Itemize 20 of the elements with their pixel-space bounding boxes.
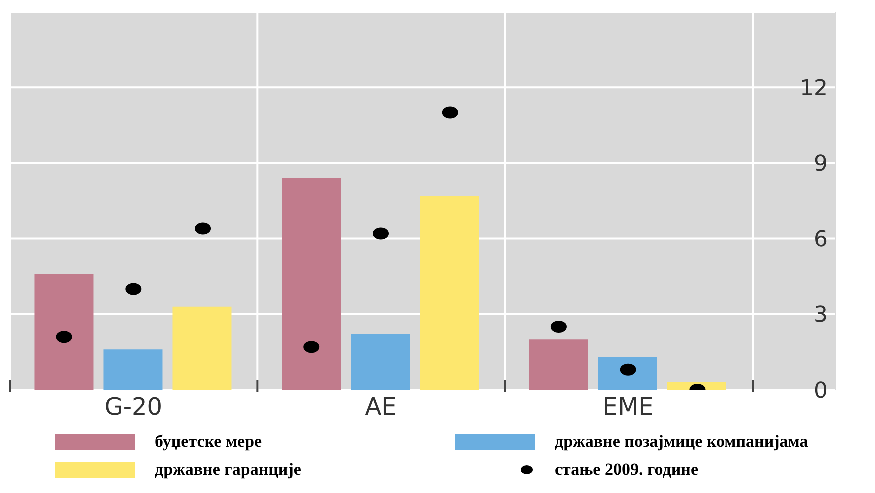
y-tick-label: 6 <box>814 228 828 253</box>
bar <box>529 340 588 390</box>
y-tick-label: 9 <box>814 152 828 178</box>
bar <box>420 196 480 390</box>
y-tick-label: 3 <box>814 303 828 328</box>
bar <box>172 306 232 390</box>
x-tick-label: G-20 <box>104 393 163 422</box>
legend-label: државне гаранције <box>155 460 302 480</box>
bar <box>282 178 342 390</box>
legend-label: буџетске мере <box>155 432 262 452</box>
legend-label: државне позајмице компанијама <box>555 432 808 452</box>
y-tick-label: 12 <box>800 76 828 102</box>
x-tick-label: EME <box>602 393 654 422</box>
bar <box>351 334 410 390</box>
legend-label: стање 2009. године <box>555 460 698 480</box>
bar <box>104 350 163 390</box>
y-tick-label: 0 <box>814 378 828 404</box>
x-tick-label: AE <box>365 393 397 422</box>
bar <box>598 357 658 390</box>
bar <box>34 274 94 390</box>
